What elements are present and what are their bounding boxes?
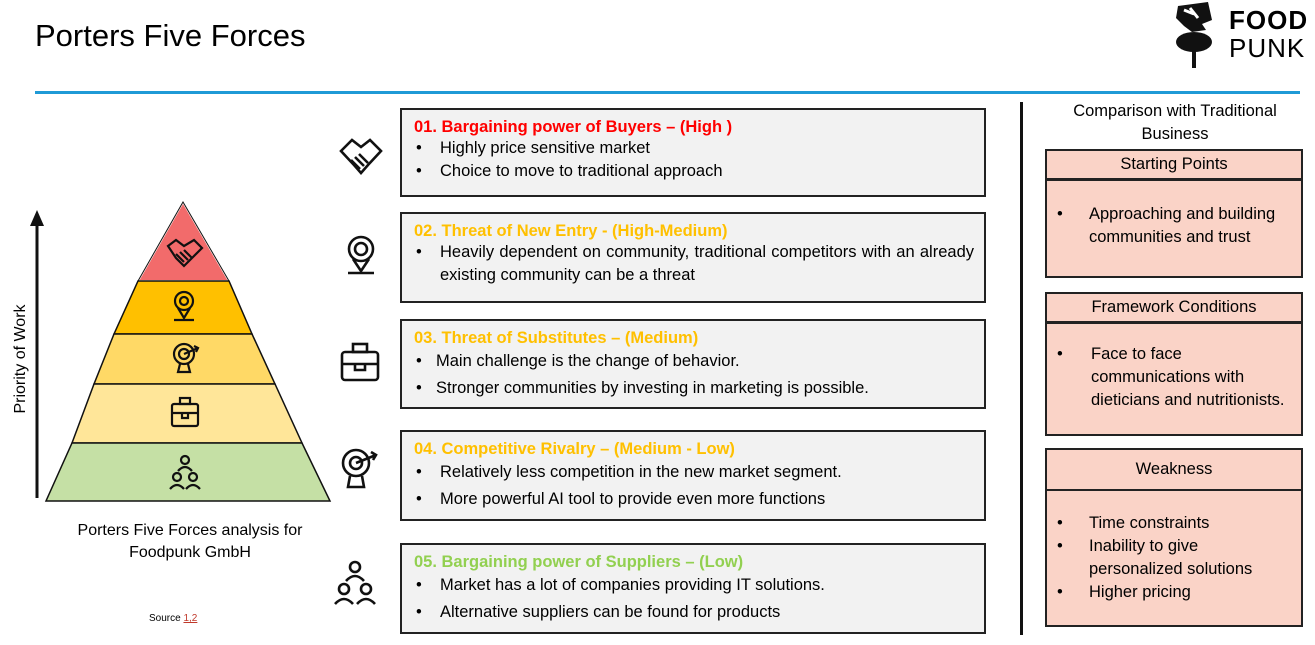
foodpunk-logo: FOOD PUNK bbox=[1172, 0, 1307, 70]
briefcase-icon bbox=[170, 396, 200, 428]
comparison-item: Inability to give bbox=[1047, 535, 1301, 558]
comparison-heading-starting-points: Starting Points bbox=[1045, 149, 1303, 180]
comparison-item: Approaching and building communities and… bbox=[1047, 203, 1301, 249]
force-point: Market has a lot of companies providing … bbox=[414, 572, 974, 599]
team-icon bbox=[334, 560, 376, 605]
comparison-item: personalized solutions bbox=[1089, 560, 1253, 578]
force-point: Alternative suppliers can be found for p… bbox=[414, 599, 974, 626]
logo-text-punk: PUNK bbox=[1229, 33, 1306, 63]
force-box-new-entry: 02. Threat of New Entry - (High-Medium) … bbox=[400, 212, 986, 303]
comparison-body-starting-points: Approaching and building communities and… bbox=[1045, 179, 1303, 278]
force-point: Relatively less competition in the new m… bbox=[414, 459, 974, 486]
location-pin-icon bbox=[173, 290, 195, 322]
comparison-item: Higher pricing bbox=[1047, 581, 1301, 604]
pyramid-level-5 bbox=[44, 442, 332, 502]
force-box-suppliers: 05. Bargaining power of Suppliers – (Low… bbox=[400, 543, 986, 634]
force-box-buyers: 01. Bargaining power of Buyers – (High )… bbox=[400, 108, 986, 197]
comparison-title: Comparison with Traditional Business bbox=[1073, 102, 1277, 143]
header-divider bbox=[35, 91, 1300, 94]
comparison-body-framework-conditions: Face to face communications with dietici… bbox=[1045, 322, 1303, 436]
priority-axis-label: Priority of Work bbox=[12, 304, 29, 414]
comparison-heading-weakness: Weakness bbox=[1045, 448, 1303, 491]
comparison-heading-framework-conditions: Framework Conditions bbox=[1045, 292, 1303, 323]
priority-axis-arrowhead bbox=[30, 210, 44, 226]
force-point: Main challenge is the change of behavior… bbox=[414, 348, 974, 375]
logo-mark-icon bbox=[1176, 2, 1212, 68]
pyramid-level-1 bbox=[136, 199, 231, 282]
force-title-rivalry: 04. Competitive Rivalry – (Medium - Low) bbox=[414, 440, 735, 458]
force-title-new-entry: 02. Threat of New Entry - (High-Medium) bbox=[414, 222, 728, 240]
pyramid-level-1-outline bbox=[137, 200, 230, 282]
target-icon bbox=[341, 448, 378, 489]
force-title-substitutes: 03. Threat of Substitutes – (Medium) bbox=[414, 329, 699, 347]
force-point: Choice to move to traditional approach bbox=[414, 160, 974, 183]
force-point: More powerful AI tool to provide even mo… bbox=[414, 486, 974, 513]
comparison-body-weakness: Time constraints Inability to give perso… bbox=[1045, 489, 1303, 627]
handshake-icon bbox=[339, 138, 383, 175]
force-point: Stronger communities by investing in mar… bbox=[414, 375, 974, 402]
force-title-suppliers: 05. Bargaining power of Suppliers – (Low… bbox=[414, 553, 744, 571]
force-title-buyers: 01. Bargaining power of Buyers – (High ) bbox=[414, 118, 733, 136]
briefcase-icon bbox=[340, 342, 380, 382]
source-note: Source 1,2 bbox=[149, 613, 197, 624]
team-icon bbox=[169, 454, 201, 490]
comparison-item: Time constraints bbox=[1047, 512, 1301, 535]
vertical-divider bbox=[1020, 102, 1023, 635]
pyramid-level-2 bbox=[112, 280, 254, 335]
force-point: Highly price sensitive market bbox=[414, 137, 974, 160]
location-pin-icon bbox=[347, 235, 375, 275]
source-prefix: Source bbox=[149, 613, 184, 624]
force-box-substitutes: 03. Threat of Substitutes – (Medium) Mai… bbox=[400, 319, 986, 409]
handshake-icon bbox=[166, 238, 204, 268]
pyramid-caption: Porters Five Forces analysis for Foodpun… bbox=[77, 522, 303, 561]
target-icon bbox=[172, 342, 200, 374]
force-point: Heavily dependent on community, traditio… bbox=[414, 241, 974, 287]
source-reference-link[interactable]: 1,2 bbox=[183, 613, 198, 624]
priority-pyramid bbox=[30, 199, 332, 502]
force-box-rivalry: 04. Competitive Rivalry – (Medium - Low)… bbox=[400, 430, 986, 521]
comparison-item: Face to face communications with dietici… bbox=[1047, 343, 1301, 412]
logo-text-food: FOOD bbox=[1229, 5, 1309, 35]
page-title: Porters Five Forces bbox=[35, 18, 306, 53]
